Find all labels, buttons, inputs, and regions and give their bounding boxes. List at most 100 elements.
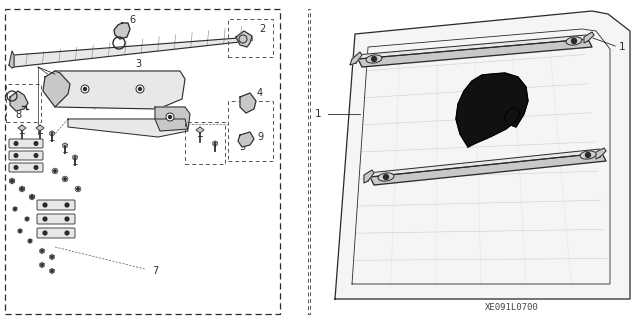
Circle shape <box>14 154 18 157</box>
Circle shape <box>138 87 141 91</box>
Circle shape <box>83 87 86 91</box>
Ellipse shape <box>580 151 596 159</box>
Circle shape <box>43 231 47 235</box>
Circle shape <box>41 264 43 266</box>
Polygon shape <box>368 149 602 177</box>
Polygon shape <box>18 125 26 131</box>
Text: 1: 1 <box>315 109 321 119</box>
Polygon shape <box>40 263 44 268</box>
Circle shape <box>11 180 13 182</box>
Circle shape <box>76 186 81 192</box>
Circle shape <box>34 154 38 157</box>
Polygon shape <box>456 73 528 147</box>
Polygon shape <box>50 131 54 136</box>
Polygon shape <box>358 39 592 67</box>
Circle shape <box>51 270 53 272</box>
Polygon shape <box>50 269 54 273</box>
Polygon shape <box>240 93 256 113</box>
Polygon shape <box>155 107 190 131</box>
Circle shape <box>14 166 18 169</box>
Polygon shape <box>364 170 374 183</box>
Circle shape <box>43 203 47 207</box>
Circle shape <box>14 208 16 210</box>
Circle shape <box>34 142 38 145</box>
Polygon shape <box>50 255 54 259</box>
Polygon shape <box>10 91 28 111</box>
Circle shape <box>65 231 69 235</box>
Circle shape <box>65 203 69 207</box>
Polygon shape <box>36 125 44 131</box>
Polygon shape <box>356 35 588 59</box>
Circle shape <box>51 256 53 258</box>
Circle shape <box>54 170 56 172</box>
Bar <box>308 9 310 314</box>
Polygon shape <box>29 194 35 200</box>
Bar <box>228 101 273 161</box>
Circle shape <box>31 196 33 198</box>
Text: 3: 3 <box>135 59 141 69</box>
Text: 9: 9 <box>257 132 263 142</box>
Text: 6: 6 <box>129 15 135 25</box>
FancyBboxPatch shape <box>9 163 43 172</box>
Text: 2: 2 <box>259 24 265 34</box>
Text: 4: 4 <box>257 88 263 98</box>
Circle shape <box>168 115 172 118</box>
Circle shape <box>371 56 376 62</box>
Bar <box>6 84 41 122</box>
Circle shape <box>52 168 58 174</box>
Circle shape <box>166 113 174 121</box>
Circle shape <box>64 178 66 180</box>
Text: 1: 1 <box>619 42 625 52</box>
Bar <box>5 9 280 314</box>
Text: 8: 8 <box>15 110 21 120</box>
Circle shape <box>572 39 577 43</box>
Polygon shape <box>25 217 29 221</box>
Polygon shape <box>370 153 606 185</box>
Polygon shape <box>196 127 204 133</box>
Text: 7: 7 <box>152 266 158 276</box>
Polygon shape <box>14 37 252 67</box>
Circle shape <box>136 85 144 93</box>
FancyBboxPatch shape <box>9 139 43 148</box>
Polygon shape <box>13 207 17 211</box>
Ellipse shape <box>378 173 394 181</box>
Circle shape <box>77 188 79 190</box>
Circle shape <box>20 188 23 190</box>
Circle shape <box>81 85 89 93</box>
Polygon shape <box>238 132 254 147</box>
Polygon shape <box>18 229 22 233</box>
Circle shape <box>65 217 69 221</box>
FancyBboxPatch shape <box>37 200 75 210</box>
Ellipse shape <box>566 37 582 45</box>
Text: 5: 5 <box>239 142 245 152</box>
Polygon shape <box>63 143 67 148</box>
Polygon shape <box>9 51 14 68</box>
Circle shape <box>34 166 38 169</box>
Polygon shape <box>596 148 606 159</box>
FancyBboxPatch shape <box>37 214 75 224</box>
Polygon shape <box>28 239 32 243</box>
Polygon shape <box>50 71 185 109</box>
Bar <box>185 122 225 164</box>
Polygon shape <box>114 23 130 39</box>
Polygon shape <box>213 141 217 146</box>
Polygon shape <box>73 155 77 160</box>
Circle shape <box>29 240 31 242</box>
Polygon shape <box>20 186 24 192</box>
Polygon shape <box>10 178 15 184</box>
Polygon shape <box>236 31 252 47</box>
Polygon shape <box>40 249 44 254</box>
Circle shape <box>383 174 388 180</box>
Circle shape <box>43 217 47 221</box>
Ellipse shape <box>366 55 382 63</box>
Polygon shape <box>584 32 594 43</box>
Polygon shape <box>43 71 70 107</box>
Circle shape <box>586 152 591 158</box>
Circle shape <box>62 176 68 182</box>
Circle shape <box>26 218 28 220</box>
FancyBboxPatch shape <box>9 151 43 160</box>
Bar <box>228 19 273 57</box>
Text: XE091L0700: XE091L0700 <box>485 302 539 311</box>
Circle shape <box>19 230 21 232</box>
Polygon shape <box>350 52 362 65</box>
